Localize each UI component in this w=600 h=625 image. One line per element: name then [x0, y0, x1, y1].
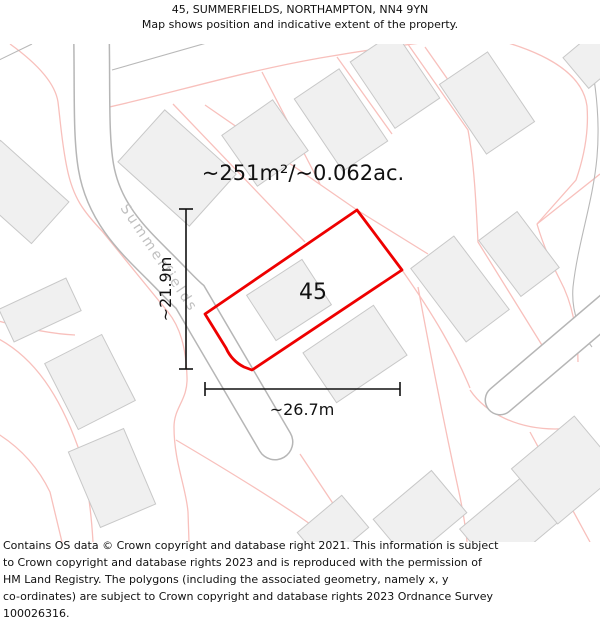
building — [221, 99, 309, 187]
field-boundaries — [0, 44, 599, 348]
plot-number-label: 45 — [299, 280, 327, 305]
copyright-notice: Contains OS data © Crown copyright and d… — [3, 537, 598, 622]
copyright-line: co-ordinates) are subject to Crown copyr… — [3, 590, 494, 603]
building — [349, 44, 441, 129]
building — [510, 415, 600, 525]
page-subtitle: Map shows position and indicative extent… — [141, 18, 459, 31]
title-block: 45, SUMMERFIELDS, NORTHAMPTON, NN4 9YN M… — [0, 0, 600, 44]
building — [117, 109, 237, 227]
horizontal-dimension: ~26.7m — [204, 382, 401, 419]
map-canvas: Summerfields ~21.9m ~26.7m ~251m²/~0.062… — [0, 44, 600, 542]
area-label: ~251m²/~0.062ac. — [202, 161, 404, 185]
building — [67, 427, 157, 529]
copyright-line: Contains OS data © Crown copyright and d… — [3, 539, 499, 552]
building — [0, 277, 82, 343]
property-boundary — [203, 208, 404, 372]
building — [302, 304, 408, 404]
building — [296, 494, 370, 542]
road-cul-de-sac-east — [484, 294, 600, 416]
building-on-plot-45 — [245, 258, 333, 342]
vertical-dimension: ~21.9m — [156, 208, 193, 370]
horizontal-dimension-label: ~26.7m — [270, 400, 335, 419]
building — [0, 139, 70, 245]
copyright-line: HM Land Registry. The polygons (includin… — [3, 573, 449, 586]
page-title: 45, SUMMERFIELDS, NORTHAMPTON, NN4 9YN — [171, 3, 429, 16]
copyright-line: to Crown copyright and database rights 2… — [3, 556, 482, 569]
copyright-line: 100026316. — [3, 607, 70, 620]
buildings — [0, 44, 600, 542]
building — [438, 51, 536, 155]
vertical-dimension-label: ~21.9m — [156, 257, 175, 322]
building — [44, 333, 136, 431]
building — [372, 469, 468, 542]
building — [478, 210, 560, 298]
building — [562, 44, 600, 90]
building — [410, 235, 510, 343]
building — [293, 68, 389, 172]
road-summerfields — [73, 44, 294, 461]
